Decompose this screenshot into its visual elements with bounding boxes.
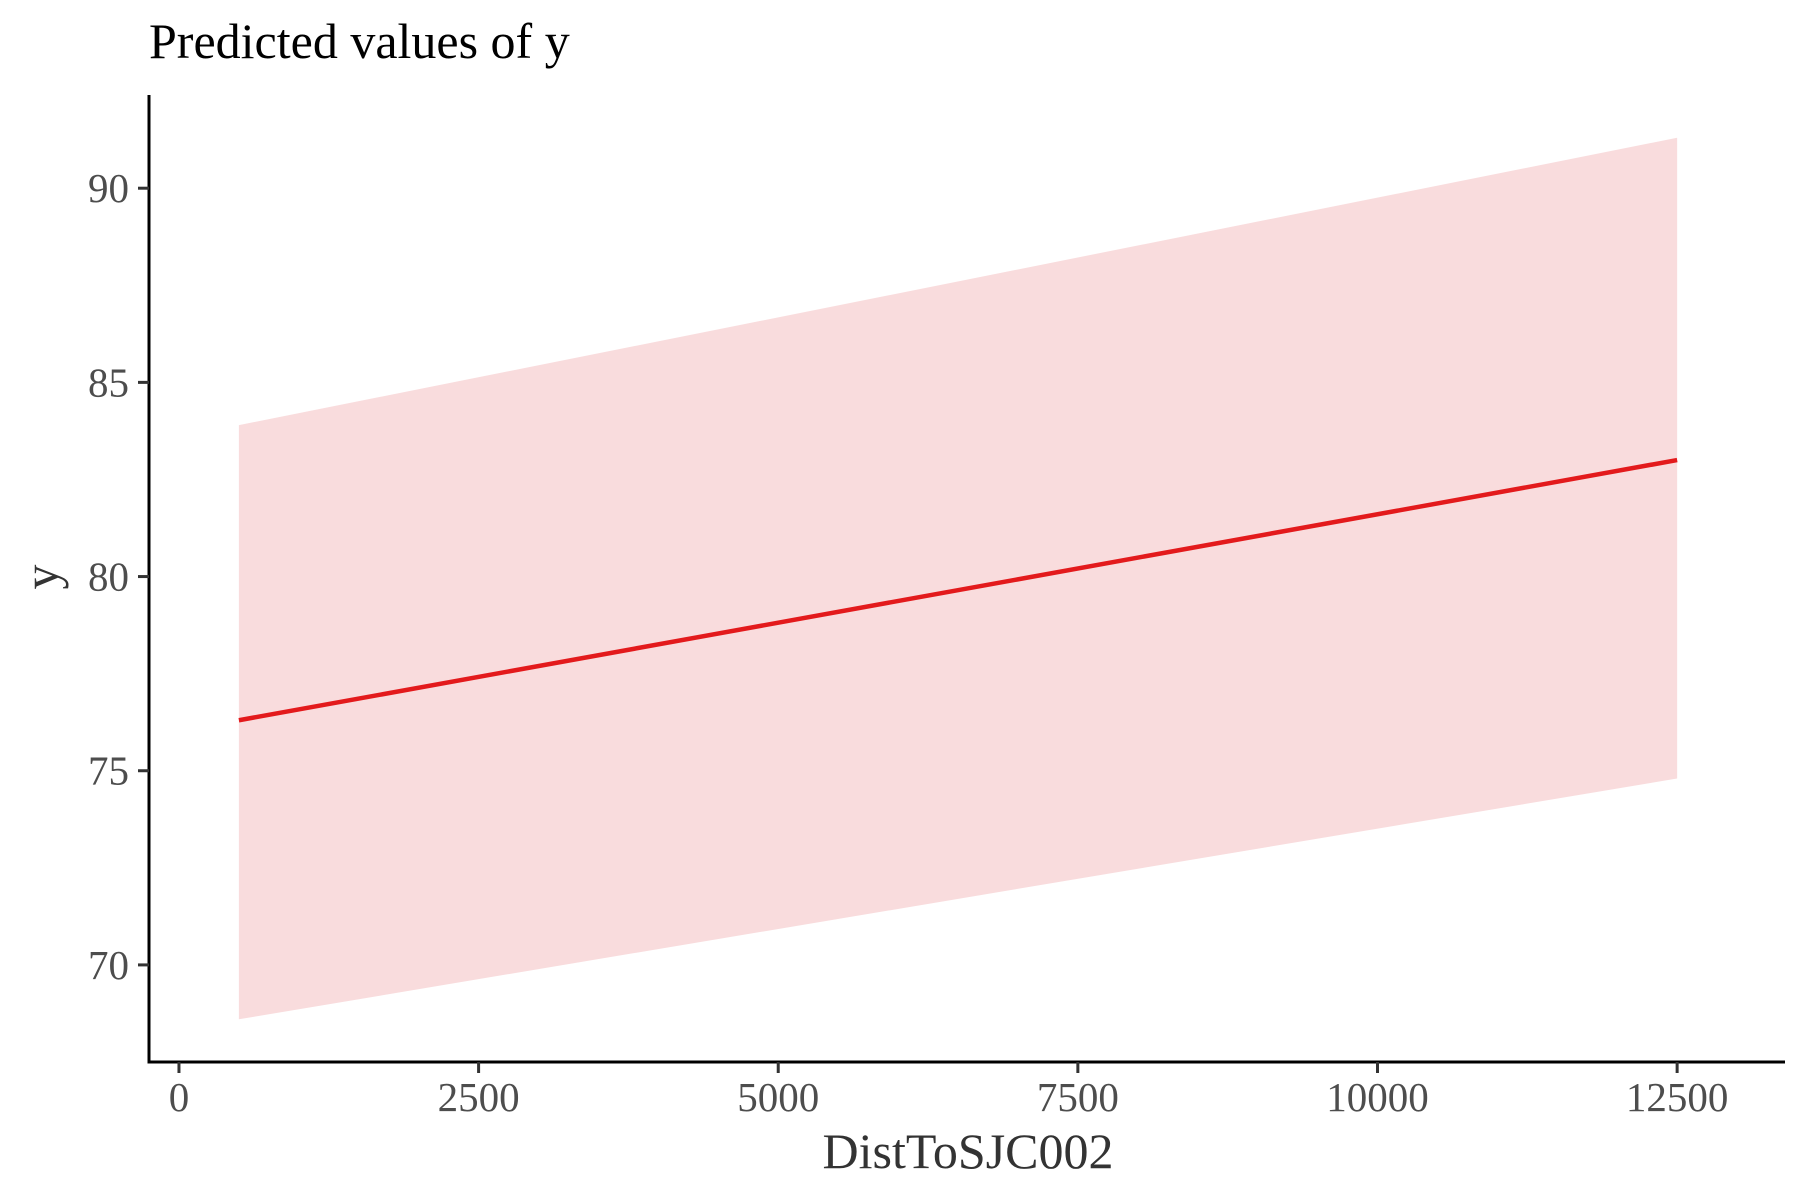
y-tick-label: 85 (88, 359, 129, 405)
x-axis-title: DistToSJC002 (822, 1123, 1113, 1179)
plot-area (238, 137, 1678, 1020)
y-tick-label: 70 (88, 942, 129, 988)
prediction-line (238, 457, 1678, 723)
chart-title: Predicted values of y (149, 13, 570, 69)
y-tick-label: 75 (88, 748, 129, 794)
x-tick-label: 5000 (737, 1074, 819, 1120)
x-tick-label: 2500 (438, 1074, 520, 1120)
y-tick-label: 90 (88, 165, 129, 211)
x-tick-label: 0 (169, 1074, 190, 1120)
x-tick-label: 7500 (1037, 1074, 1119, 1120)
x-tick-label: 12500 (1626, 1074, 1729, 1120)
y-tick-label: 80 (88, 554, 129, 600)
y-axis-title: y (13, 565, 69, 590)
axes: 0 2500 5000 7500 10000 12500 70 75 80 85 90 (88, 95, 1785, 1120)
confidence-band (238, 137, 1678, 1020)
x-tick-label: 10000 (1326, 1074, 1429, 1120)
